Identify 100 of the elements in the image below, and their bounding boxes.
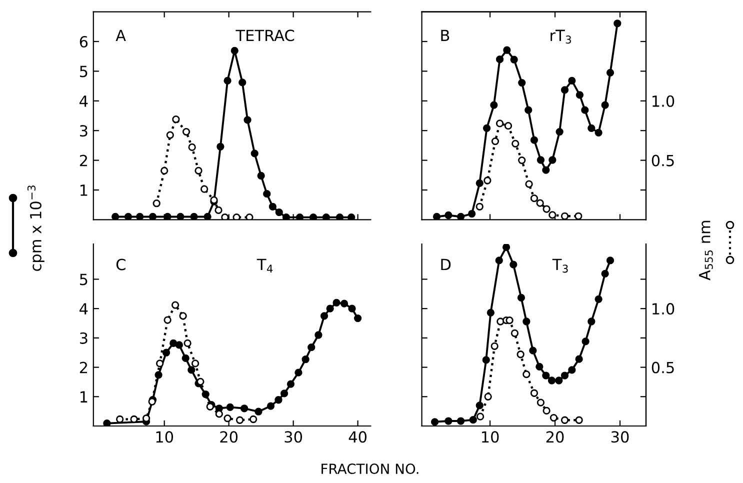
point <box>504 122 512 130</box>
point <box>430 418 439 426</box>
x-tick-label: 30 <box>611 431 629 443</box>
text: 1.0 <box>652 95 674 107</box>
point <box>332 298 340 307</box>
y-tick-label: 4 <box>80 96 88 107</box>
point <box>476 179 484 187</box>
point <box>588 124 596 132</box>
y-tick-label: 3 <box>80 125 88 137</box>
point <box>236 416 244 424</box>
text: TETRAC <box>236 30 294 42</box>
point <box>522 370 530 378</box>
point <box>348 304 356 312</box>
point <box>226 403 234 412</box>
point <box>336 214 344 220</box>
point <box>542 406 550 415</box>
point <box>190 212 198 220</box>
point <box>160 166 168 175</box>
point <box>171 301 180 309</box>
point <box>268 202 276 210</box>
point <box>510 329 519 338</box>
point <box>482 124 491 132</box>
point <box>240 404 248 412</box>
y-tick-label: 6 <box>80 36 88 48</box>
point <box>164 316 172 324</box>
point <box>326 304 334 312</box>
y-tick-label: 1 <box>80 184 88 196</box>
point <box>510 260 518 268</box>
point <box>166 131 174 139</box>
point <box>484 392 492 400</box>
point <box>179 312 187 320</box>
point <box>512 140 520 148</box>
point <box>536 362 544 371</box>
point <box>175 341 183 349</box>
point <box>232 214 240 220</box>
text: 0.5 <box>652 362 674 374</box>
annotation: D <box>441 258 451 270</box>
point <box>176 212 184 220</box>
point <box>302 356 310 364</box>
x-tick-label: 10 <box>482 431 499 443</box>
point <box>309 214 318 220</box>
point <box>204 212 212 220</box>
point <box>550 414 558 422</box>
point <box>444 211 452 220</box>
point <box>518 156 526 164</box>
x-tick-label: 40 <box>348 431 367 443</box>
point <box>560 86 569 94</box>
point <box>322 214 330 220</box>
point <box>170 339 178 348</box>
x-tick-label: 30 <box>284 431 302 443</box>
point <box>606 256 614 264</box>
point <box>112 212 120 220</box>
point <box>191 360 200 368</box>
point <box>456 212 465 220</box>
point <box>530 194 538 202</box>
x-axis-title: FRACTION NO. <box>322 464 418 474</box>
point <box>194 166 202 175</box>
point <box>568 76 576 85</box>
point <box>530 389 538 397</box>
point <box>536 199 544 207</box>
x-tick-label: 20 <box>220 431 238 443</box>
point <box>103 420 111 426</box>
y-tick-label: 2 <box>80 154 88 166</box>
point <box>503 46 511 54</box>
point <box>314 331 322 339</box>
point <box>254 408 262 416</box>
point <box>172 115 180 124</box>
point <box>548 156 556 164</box>
point <box>581 106 589 114</box>
point <box>522 318 530 326</box>
point <box>491 137 500 146</box>
point <box>496 56 504 64</box>
point <box>184 339 192 348</box>
point <box>517 294 526 302</box>
point <box>216 142 224 150</box>
point <box>148 212 157 220</box>
point <box>215 410 223 418</box>
point <box>286 380 295 388</box>
point <box>510 56 518 64</box>
point <box>524 106 532 114</box>
point <box>490 101 498 109</box>
y-tick-label: 2 <box>80 362 88 374</box>
point <box>484 176 492 184</box>
point <box>496 318 504 326</box>
point <box>536 398 545 406</box>
point <box>468 210 476 218</box>
point <box>486 308 495 317</box>
point <box>294 368 302 376</box>
point <box>601 270 609 278</box>
point <box>548 211 556 219</box>
point <box>162 348 170 356</box>
point <box>244 116 252 124</box>
point <box>536 156 545 164</box>
point <box>556 128 564 136</box>
point <box>516 350 524 358</box>
point <box>164 212 172 220</box>
point <box>542 205 550 213</box>
point <box>124 212 132 220</box>
point <box>444 417 452 425</box>
point <box>548 376 556 384</box>
